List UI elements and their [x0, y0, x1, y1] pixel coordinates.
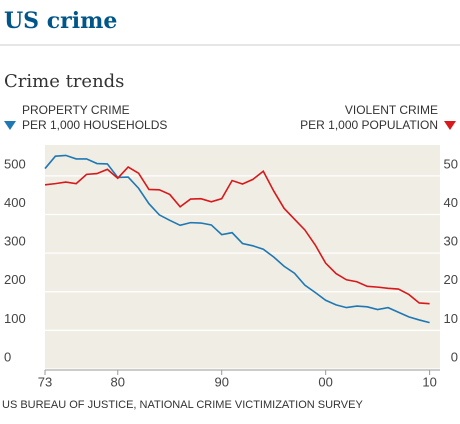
- y-tick-label: 300: [4, 234, 26, 249]
- legend-marker: [4, 121, 16, 130]
- y2-tick-label: 50: [444, 156, 458, 171]
- y2-tick-label: 10: [444, 311, 458, 326]
- legend-marker: [444, 121, 456, 130]
- x-tick-label: 73: [38, 374, 52, 389]
- chart-subtitle: Crime trends: [4, 71, 124, 92]
- x-tick-label: 90: [214, 374, 228, 389]
- y-axis-label: PER 1,000 HOUSEHOLDS: [22, 118, 167, 132]
- y2-axis-label: PER 1,000 POPULATION: [300, 118, 438, 132]
- y2-tick-label: 40: [444, 195, 458, 210]
- x-tick-label: 00: [318, 374, 332, 389]
- x-tick-label: 80: [111, 374, 125, 389]
- y-axis-label: PROPERTY CRIME: [22, 103, 130, 117]
- y2-axis-label: VIOLENT CRIME: [345, 103, 438, 117]
- series-line: [44, 154, 430, 324]
- y2-tick-label: 20: [444, 272, 458, 287]
- series-line: [44, 165, 430, 305]
- y2-tick-label: 0: [451, 349, 458, 364]
- y2-tick-label: 30: [444, 234, 458, 249]
- chart-title: US crime: [4, 8, 117, 34]
- y-tick-label: 500: [4, 156, 26, 171]
- plot-area: [45, 145, 440, 370]
- source: US BUREAU OF JUSTICE, NATIONAL CRIME VIC…: [2, 399, 363, 411]
- y-tick-label: 200: [4, 272, 26, 287]
- y-tick-label: 400: [4, 195, 26, 210]
- y-tick-label: 0: [4, 349, 11, 364]
- x-tick-label: 10: [422, 374, 436, 389]
- y-tick-label: 100: [4, 311, 26, 326]
